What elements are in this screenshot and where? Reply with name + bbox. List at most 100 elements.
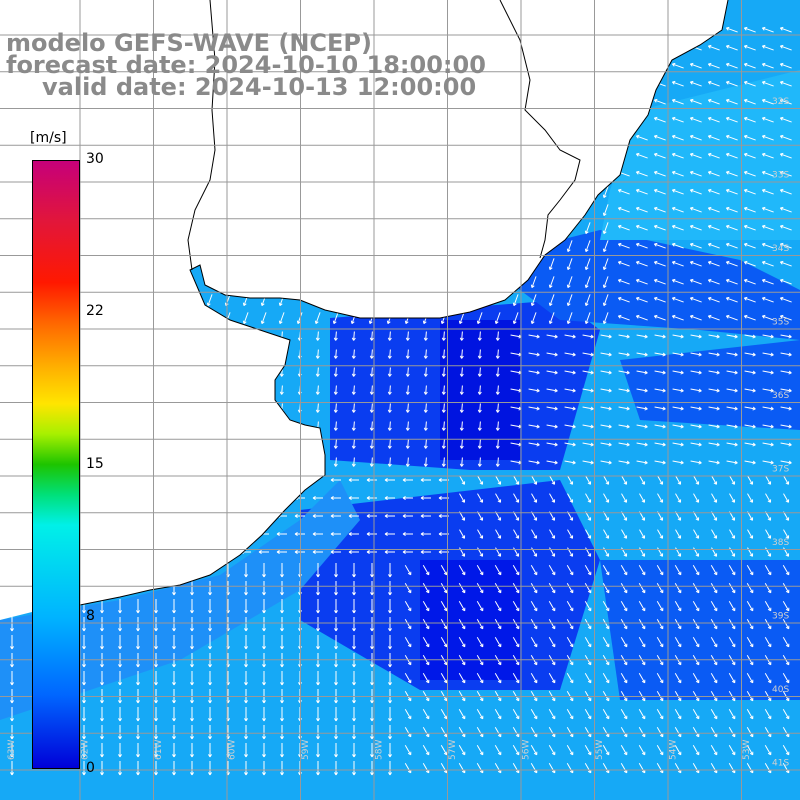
wind-arrow xyxy=(136,725,140,740)
wind-arrow xyxy=(725,260,738,267)
wind-arrow xyxy=(725,188,738,195)
wind-arrow xyxy=(725,134,738,141)
wind-arrow xyxy=(512,600,520,612)
wind-arrow xyxy=(384,550,395,554)
wind-arrow xyxy=(746,618,754,630)
wind-arrow xyxy=(459,403,464,413)
wind-arrow xyxy=(333,403,338,413)
lat-label: 37S xyxy=(772,465,789,475)
wind-arrow xyxy=(404,564,412,576)
wind-arrow xyxy=(440,600,448,612)
wind-arrow xyxy=(567,529,574,539)
wind-arrow xyxy=(600,334,612,339)
wind-arrow xyxy=(725,242,738,249)
wind-arrow xyxy=(782,744,790,756)
wind-arrow xyxy=(635,278,648,285)
wind-arrow xyxy=(762,352,774,357)
wind-arrow xyxy=(548,294,555,307)
wind-arrow xyxy=(656,600,664,612)
wind-arrow xyxy=(82,725,86,740)
wind-arrow xyxy=(782,618,790,630)
wind-arrow xyxy=(671,242,684,249)
wind-arrow xyxy=(725,80,738,87)
wind-arrow xyxy=(728,726,736,738)
wind-arrow xyxy=(422,726,430,738)
wind-arrow xyxy=(761,134,774,141)
wind-arrow xyxy=(566,726,574,738)
wind-arrow xyxy=(672,388,684,393)
wind-arrow xyxy=(708,388,720,393)
wind-arrow xyxy=(405,421,410,431)
wind-arrow xyxy=(675,529,682,539)
wind-arrow xyxy=(602,582,610,594)
wind-arrow xyxy=(779,116,792,123)
wind-arrow xyxy=(370,563,374,578)
low-wind-zone xyxy=(480,230,800,340)
wind-arrow xyxy=(603,475,610,485)
wind-arrow xyxy=(154,743,158,758)
wind-arrow xyxy=(764,636,772,648)
wind-arrow xyxy=(208,599,212,614)
wind-arrow xyxy=(710,708,718,720)
wind-arrow xyxy=(779,170,792,177)
wind-arrow xyxy=(348,532,359,536)
wind-arrow xyxy=(728,600,736,612)
wind-arrow xyxy=(674,636,682,648)
wind-arrow xyxy=(674,582,682,594)
wind-arrow xyxy=(638,744,646,756)
wind-arrow xyxy=(710,582,718,594)
wind-arrow xyxy=(387,421,392,431)
wind-arrow xyxy=(674,726,682,738)
wind-arrow xyxy=(440,618,448,630)
wind-arrow xyxy=(602,600,610,612)
wind-arrow xyxy=(744,406,756,411)
wind-arrow xyxy=(692,618,700,630)
wind-arrow xyxy=(639,475,646,485)
wind-arrow xyxy=(710,672,718,684)
wind-arrow xyxy=(476,672,484,684)
wind-arrow xyxy=(566,294,573,307)
wind-arrow xyxy=(280,761,284,776)
wind-arrow xyxy=(280,563,284,578)
wind-arrow xyxy=(441,439,446,449)
wind-arrow xyxy=(334,707,338,722)
wind-arrow xyxy=(334,599,338,614)
wind-arrow xyxy=(779,314,792,321)
wind-arrow xyxy=(618,460,630,465)
wind-arrow xyxy=(653,80,666,87)
wind-arrow xyxy=(707,152,720,159)
wind-arrow xyxy=(707,224,720,231)
wind-arrow xyxy=(423,367,428,377)
wind-arrow xyxy=(620,708,628,720)
wind-arrow xyxy=(405,439,410,449)
wind-arrow xyxy=(689,296,702,303)
wind-arrow xyxy=(369,385,374,395)
wind-arrow xyxy=(674,618,682,630)
wind-arrow xyxy=(617,224,630,231)
wind-arrow xyxy=(366,478,377,482)
wind-arrow xyxy=(352,581,356,596)
wind-arrow xyxy=(548,618,556,630)
wind-arrow xyxy=(653,188,666,195)
wind-arrow xyxy=(780,388,792,393)
wind-arrow xyxy=(332,312,339,325)
wind-arrow xyxy=(762,460,774,465)
wind-arrow xyxy=(351,331,356,341)
colorbar-tick-0: 0 xyxy=(86,760,95,776)
wind-arrow xyxy=(671,152,684,159)
wind-arrow xyxy=(729,529,736,539)
wind-arrow xyxy=(370,617,374,632)
wind-arrow xyxy=(370,599,374,614)
wind-arrow xyxy=(602,312,609,325)
wind-arrow xyxy=(566,618,574,630)
wind-arrow xyxy=(744,424,756,429)
wind-arrow xyxy=(746,744,754,756)
wind-arrow xyxy=(402,496,413,500)
wind-arrow xyxy=(476,582,484,594)
wind-arrow xyxy=(154,707,158,722)
wind-arrow xyxy=(262,761,266,776)
wind-arrow xyxy=(312,550,323,554)
wind-arrow xyxy=(746,726,754,738)
wind-arrow xyxy=(585,529,592,539)
